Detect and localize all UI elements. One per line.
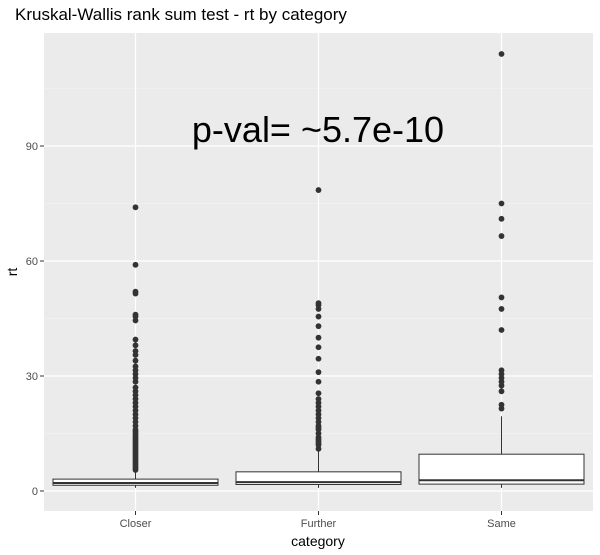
outlier-point (132, 288, 139, 295)
outlier-point (132, 204, 139, 211)
outlier-point (132, 311, 139, 318)
x-axis-title: category (291, 533, 345, 549)
outlier-point (498, 233, 505, 239)
boxplot-same (418, 416, 585, 488)
outlier-point (498, 200, 505, 207)
x-tick-label: Closer (120, 518, 152, 530)
outlier-point (315, 344, 322, 351)
x-tick-label: Same (487, 518, 516, 530)
outlier-point (132, 336, 139, 343)
outlier-point (498, 51, 505, 57)
outlier-point (132, 261, 139, 268)
y-tick-label: 90 (26, 141, 38, 153)
outlier-point (132, 357, 139, 364)
boxplot-closer (52, 469, 219, 488)
p-value-annotation: p-val= ~5.7e-10 (192, 109, 444, 150)
outlier-point (498, 294, 505, 301)
y-tick-label: 60 (26, 256, 38, 268)
boxplots (52, 416, 585, 488)
outlier-point (498, 306, 505, 312)
y-tick-label: 30 (26, 371, 38, 383)
x-axis: Closer Further Same (120, 511, 516, 530)
outlier-point (498, 401, 505, 408)
y-axis-title: rt (4, 268, 20, 277)
outlier-point (315, 313, 322, 320)
outlier-point (315, 369, 322, 376)
outlier-points (132, 51, 505, 473)
iqr-box (418, 453, 585, 485)
outlier-point (132, 384, 139, 391)
x-tick-label: Further (301, 518, 337, 530)
outlier-point (498, 327, 505, 333)
outlier-point (132, 348, 139, 354)
chart-title: Kruskal-Wallis rank sum test - rt by cat… (15, 5, 347, 24)
outlier-point (315, 187, 322, 193)
outlier-point (315, 323, 322, 330)
outlier-point (315, 396, 322, 402)
outlier-point (315, 355, 322, 362)
y-axis: 0 30 60 90 (26, 141, 44, 498)
outlier-point (132, 342, 139, 349)
outlier-point (498, 367, 505, 374)
boxplot-further (235, 450, 402, 488)
y-tick-label: 0 (32, 486, 38, 498)
outlier-point (498, 215, 505, 222)
outlier-point (315, 390, 322, 397)
outlier-point (315, 300, 322, 307)
outlier-point (315, 378, 322, 385)
outlier-point (315, 334, 322, 341)
outlier-point (498, 388, 505, 395)
outlier-point (132, 363, 139, 370)
